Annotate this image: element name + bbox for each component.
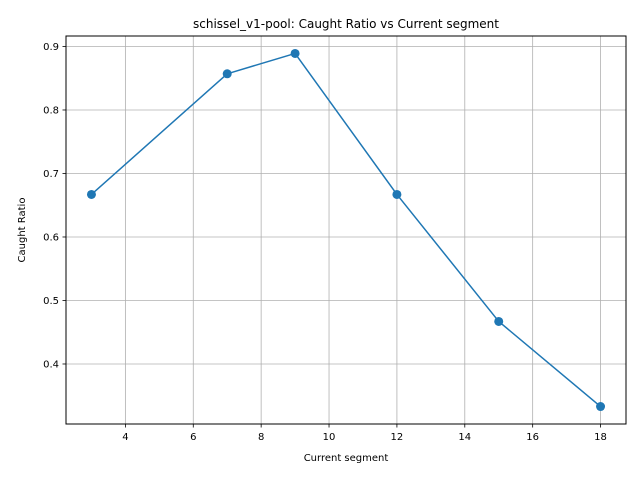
x-tick-label: 8 bbox=[258, 432, 264, 443]
x-tick-label: 10 bbox=[323, 432, 336, 443]
data-point-marker bbox=[596, 402, 606, 412]
data-point-marker bbox=[392, 189, 402, 199]
axis-ticks: 4 6 8 10 12 14 16 18 0.4 0.5 0.6 0.7 0.8 0.9 bbox=[43, 42, 607, 443]
y-axis-label: Caught Ratio bbox=[17, 198, 28, 263]
series-marker-layer bbox=[86, 48, 606, 412]
chart-title: schissel_v1-pool: Caught Ratio vs Curren… bbox=[193, 17, 499, 31]
x-tick-label: 16 bbox=[526, 432, 539, 443]
series-line-layer bbox=[90, 52, 602, 408]
y-tick-label: 0.5 bbox=[43, 296, 59, 307]
x-axis-label: Current segment bbox=[304, 453, 389, 464]
y-tick-label: 0.8 bbox=[43, 105, 59, 116]
data-point-marker bbox=[222, 69, 232, 79]
x-tick-label: 12 bbox=[391, 432, 404, 443]
x-tick-label: 14 bbox=[458, 432, 471, 443]
x-tick-label: 6 bbox=[190, 432, 196, 443]
y-tick-label: 0.7 bbox=[43, 169, 59, 180]
x-tick-label: 18 bbox=[594, 432, 607, 443]
data-point-marker bbox=[290, 48, 300, 58]
data-point-marker bbox=[86, 189, 96, 199]
x-tick-label: 4 bbox=[122, 432, 128, 443]
plot-area-frame bbox=[65, 35, 627, 425]
grid bbox=[66, 36, 626, 424]
y-tick-label: 0.4 bbox=[43, 359, 59, 370]
series-line bbox=[90, 52, 602, 408]
data-point-marker bbox=[494, 316, 504, 326]
y-tick-label: 0.6 bbox=[43, 232, 59, 243]
y-tick-label: 0.9 bbox=[43, 42, 59, 53]
